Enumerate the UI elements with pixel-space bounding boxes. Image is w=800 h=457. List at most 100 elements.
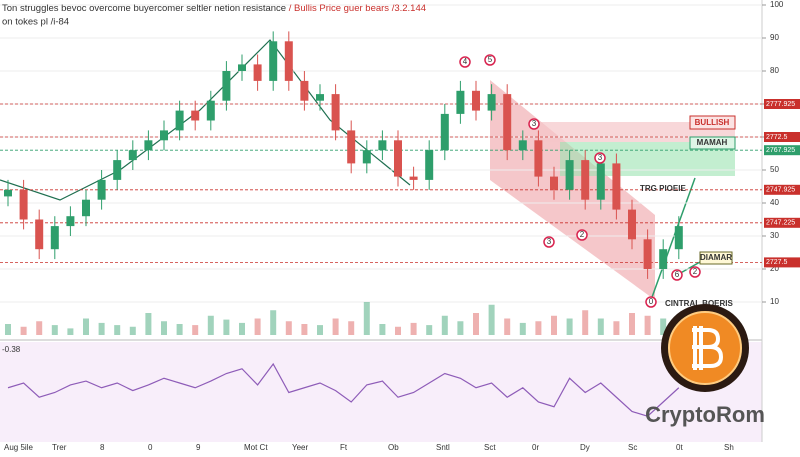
y-tick-label: 10 [770, 297, 779, 306]
annotation: MAMAH [697, 138, 728, 147]
candle-body [362, 150, 371, 164]
chart-subtitle: on tokes pl /i-84 [2, 17, 69, 28]
candle-body [238, 64, 246, 71]
volume-bar [597, 318, 604, 335]
candle-body [128, 150, 137, 161]
candle-body [472, 90, 480, 111]
level-tag [764, 132, 800, 142]
volume-bar [473, 313, 479, 335]
volume-bar [192, 325, 199, 335]
logo-symbol [692, 326, 724, 370]
y-tick-label: 20 [770, 264, 779, 273]
volume-bar [488, 304, 495, 335]
candle-body [160, 130, 168, 141]
title-text: Ton struggles bevoc overcome buyercomer … [2, 3, 286, 14]
candle-body [643, 239, 652, 269]
volume-bar [457, 321, 464, 335]
volume-bar [410, 322, 417, 335]
x-tick-label: 0 [148, 443, 153, 452]
marker [543, 236, 555, 248]
marker [459, 56, 471, 68]
annotation: TRG PIOEIE [640, 184, 686, 193]
volume-bar [644, 315, 651, 335]
x-tick-label: 0r [532, 443, 539, 452]
y-tick-label: 100 [770, 0, 784, 9]
x-tick-label: 8 [100, 443, 105, 452]
volume-bar [363, 302, 370, 335]
candle-body [378, 140, 387, 151]
marker [689, 266, 701, 278]
volume-bar [98, 322, 105, 335]
marker [528, 118, 540, 130]
volume-bar [67, 328, 74, 335]
marker-label: 6 [675, 270, 680, 279]
candle-body [628, 209, 636, 240]
x-tick-label: Mot Ct [244, 443, 268, 452]
marker-label: 3 [532, 119, 537, 128]
volume-bar [145, 313, 152, 335]
candle-body [674, 226, 683, 250]
marker-label: 3 [598, 153, 603, 162]
volume-bar [301, 324, 308, 335]
candle-body [191, 110, 200, 121]
level-tag [764, 145, 800, 156]
candle-body [222, 71, 231, 101]
x-tick-label: Sc [628, 443, 637, 452]
volume-bar [223, 319, 230, 335]
level-tag [764, 257, 800, 268]
oscillator-label: -0.38 [2, 345, 21, 354]
annotation: BULLISH [695, 118, 730, 127]
x-tick-label: Ob [388, 443, 399, 452]
projection-line [650, 177, 696, 301]
brand: CryptoRom [645, 402, 765, 427]
volume-bar [83, 318, 89, 335]
x-tick-label: Yeer [292, 443, 309, 452]
volume-bar [254, 318, 261, 335]
candle-body [144, 140, 153, 151]
candle-body [269, 41, 278, 81]
x-tick-label: Dy [580, 443, 590, 452]
y-tick-label: 80 [770, 66, 779, 75]
volume-bar [332, 318, 339, 335]
level-tag [764, 184, 800, 195]
x-tick-label: Sntl [436, 443, 450, 452]
volume-bar [36, 321, 43, 335]
volume-bar [379, 324, 386, 335]
volume-bar [551, 315, 557, 335]
y-tick-label: 50 [770, 165, 779, 174]
level-label: 2747.925 [766, 187, 795, 194]
candle-body [550, 176, 558, 190]
level-tag [764, 99, 800, 109]
volume-bar [613, 321, 620, 335]
candle-body [409, 176, 418, 180]
volume-bar [504, 318, 511, 335]
y-tick-label: 40 [770, 198, 779, 207]
oscillator-panel [0, 342, 762, 442]
volume-bar [161, 321, 167, 335]
candle-body [331, 94, 340, 131]
volume-bar [207, 315, 214, 335]
volume-bar [441, 315, 448, 335]
marker-label: 5 [488, 55, 493, 64]
volume-bar [566, 318, 573, 335]
volume-bar [395, 326, 401, 335]
candle-body [175, 110, 184, 131]
candle-body [50, 226, 59, 250]
x-tick-label: Trer [52, 443, 67, 452]
level-label: 2767.925 [766, 147, 795, 154]
y-tick-label: 30 [770, 231, 779, 240]
oscillator-line [7, 362, 680, 417]
marker-label: 2 [693, 267, 698, 276]
volume-bar [20, 326, 27, 335]
candle-body [316, 94, 324, 101]
candle-body [503, 94, 512, 151]
candle-body [35, 219, 44, 250]
level-label: 2772.5 [766, 134, 788, 141]
x-tick-label: 9 [196, 443, 201, 452]
x-tick-label: Sct [484, 443, 496, 452]
annotation: CINTRAL BOERIS [665, 299, 734, 308]
marker [484, 54, 496, 66]
volume-bar [629, 313, 635, 335]
marker [576, 229, 588, 241]
x-tick-label: Ft [340, 443, 348, 452]
